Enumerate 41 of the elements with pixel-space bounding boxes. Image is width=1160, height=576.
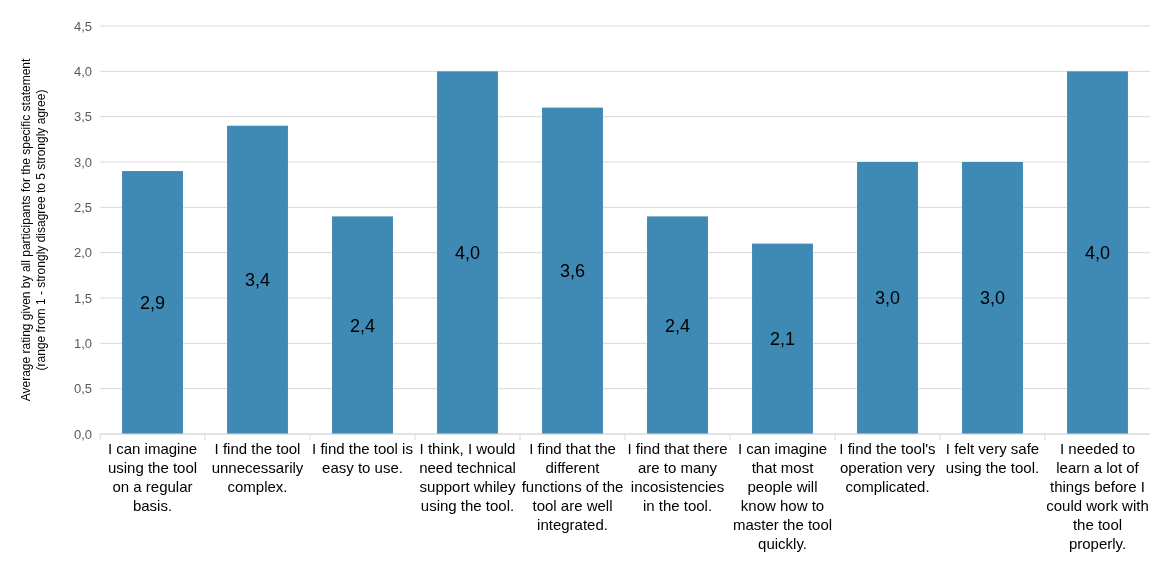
y-tick-label: 0,0 [73, 426, 92, 442]
x-tick-label: I think, I would need technical support whiley using the tool. [419, 440, 516, 514]
y-tick-label: 4,5 [73, 18, 92, 34]
data-label: 3,4 [244, 270, 271, 291]
bar [857, 162, 918, 434]
data-label: 4,0 [1084, 242, 1111, 263]
x-tick-label: I needed to learn a lot of things before I could work with the tool properly. [1046, 440, 1149, 552]
data-label: 3,0 [874, 288, 901, 309]
y-tick-label: 3,0 [73, 154, 92, 170]
data-label: 2,4 [349, 315, 376, 336]
x-tick-label: I find the tool unnecessarily complex. [211, 440, 304, 495]
bar [332, 216, 393, 434]
y-tick-label: 1,5 [73, 290, 92, 306]
x-tick-label: I find that the different functions of the tool are well integrated. [521, 440, 624, 533]
y-tick-label: 0,5 [73, 381, 92, 397]
bar [647, 216, 708, 434]
data-label: 2,4 [664, 315, 691, 336]
y-tick-label: 1,0 [73, 335, 92, 351]
y-tick-label: 2,5 [73, 199, 92, 215]
bar [122, 171, 183, 434]
bar [542, 107, 603, 434]
x-tick-label: I find the tool's operation very complicated. [839, 440, 936, 495]
bar [437, 71, 498, 434]
x-tick-label: I find the tool is easy to use. [312, 440, 413, 476]
y-tick-label: 4,0 [73, 63, 92, 79]
bar [227, 125, 288, 434]
x-tick-label: I find that there are to many incosistencies in the tool. [627, 440, 728, 514]
data-label: 3,6 [559, 261, 586, 282]
x-tick-label: I can imagine that most people will know how to master the tool quickly. [732, 440, 833, 552]
x-tick-label: I felt very safe using the tool. [945, 440, 1040, 476]
data-label: 4,0 [454, 242, 481, 263]
data-label: 2,9 [139, 292, 166, 313]
bar [1067, 71, 1128, 434]
bar [962, 162, 1023, 434]
data-label: 3,0 [979, 288, 1006, 309]
data-label: 2,1 [769, 329, 796, 350]
y-tick-label: 2,0 [73, 245, 92, 261]
bar [752, 243, 813, 434]
y-axis-title: Average rating given by all participants for the specific statement (range from 1 - strongly disagree to 5 strongly agree) [19, 58, 48, 402]
x-tick-label: I can imagine using the tool on a regular basis. [107, 440, 198, 514]
y-tick-label: 3,5 [73, 109, 92, 125]
